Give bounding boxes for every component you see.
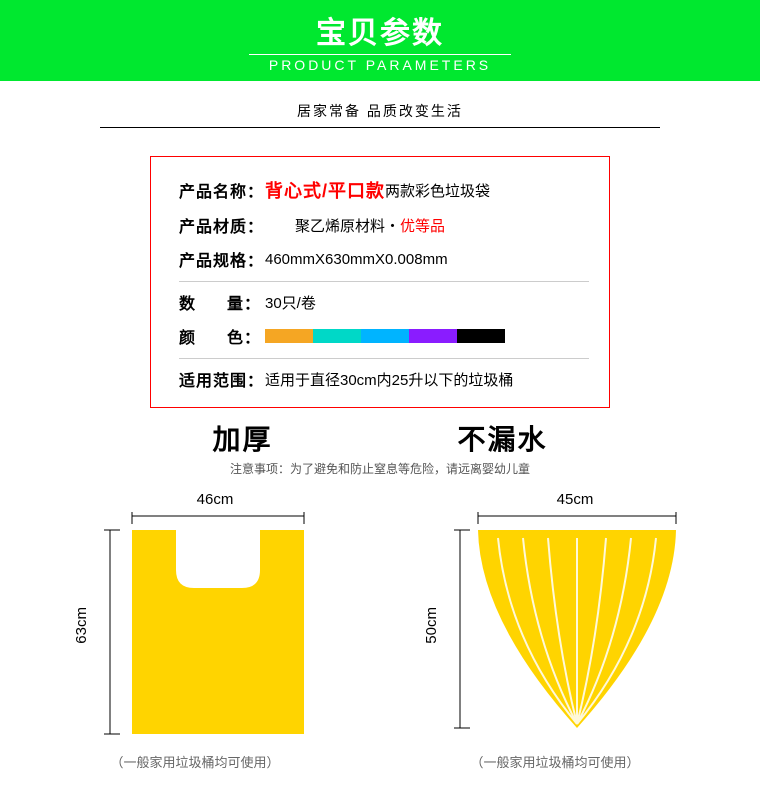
diagram-vest-bag: 46cm 63cm （一般家用垃圾桶均可使用） xyxy=(73,491,318,771)
spec-label-scope: 适用范围： xyxy=(179,367,265,391)
spec-label-name: 产品名称： xyxy=(179,178,265,202)
spec-row-qty: 数量： 30只/卷 xyxy=(179,281,589,314)
warning-text: 注意事项：为了避免和防止窒息等危险，请远离婴幼儿童 xyxy=(0,460,760,477)
swatch-4 xyxy=(457,329,505,343)
dim-top-left: 46cm xyxy=(113,491,318,508)
spec-material-pre: 聚乙烯原材料・ xyxy=(295,215,400,236)
spec-row-material: 产品材质： 聚乙烯原材料・ 优等品 xyxy=(179,213,589,237)
spec-label-color: 颜色： xyxy=(179,324,265,348)
spec-name-highlight: 背心式/平口款 xyxy=(265,177,385,203)
header-title-en: PRODUCT PARAMETERS xyxy=(249,54,511,73)
diagram-flat-bag: 45cm 50cm xyxy=(423,491,688,771)
tagline-wrap: 居家常备 品质改变生活 xyxy=(100,101,660,128)
features-row: 加厚 不漏水 xyxy=(120,418,640,458)
vest-bag-svg xyxy=(98,510,318,740)
header-title-cn: 宝贝参数 xyxy=(0,8,760,52)
spec-label-qty: 数量： xyxy=(179,290,265,314)
dim-side-left: 63cm xyxy=(73,607,90,644)
spec-scope-val: 适用于直径30cm内25升以下的垃圾桶 xyxy=(265,369,513,390)
diagrams-row: 46cm 63cm （一般家用垃圾桶均可使用） 45cm 50cm xyxy=(20,491,740,771)
flat-bag-svg xyxy=(448,510,688,740)
swatch-2 xyxy=(361,329,409,343)
spec-name-rest: 两款彩色垃圾袋 xyxy=(385,180,490,201)
feature-thick: 加厚 xyxy=(212,418,272,458)
swatch-1 xyxy=(313,329,361,343)
feature-noleak: 不漏水 xyxy=(457,418,547,458)
note-left: （一般家用垃圾桶均可使用） xyxy=(73,752,318,771)
spec-row-name: 产品名称： 背心式/平口款 两款彩色垃圾袋 xyxy=(179,177,589,203)
header-banner: 宝贝参数 PRODUCT PARAMETERS xyxy=(0,0,760,81)
spec-size-val: 460mmX630mmX0.008mm xyxy=(265,251,448,268)
spec-material-red: 优等品 xyxy=(400,215,445,236)
dim-side-right: 50cm xyxy=(423,607,440,644)
swatch-0 xyxy=(265,329,313,343)
spec-qty-val: 30只/卷 xyxy=(265,292,316,313)
color-swatches xyxy=(265,329,505,343)
spec-row-scope: 适用范围： 适用于直径30cm内25升以下的垃圾桶 xyxy=(179,358,589,391)
spec-label-size: 产品规格： xyxy=(179,247,265,271)
spec-label-material: 产品材质： xyxy=(179,213,265,237)
dim-top-right: 45cm xyxy=(463,491,688,508)
tagline: 居家常备 品质改变生活 xyxy=(100,101,660,128)
swatch-3 xyxy=(409,329,457,343)
spec-row-size: 产品规格： 460mmX630mmX0.008mm xyxy=(179,247,589,271)
note-right: （一般家用垃圾桶均可使用） xyxy=(423,752,688,771)
spec-row-color: 颜色： xyxy=(179,324,589,348)
spec-box: 产品名称： 背心式/平口款 两款彩色垃圾袋 产品材质： 聚乙烯原材料・ 优等品 … xyxy=(150,156,610,408)
